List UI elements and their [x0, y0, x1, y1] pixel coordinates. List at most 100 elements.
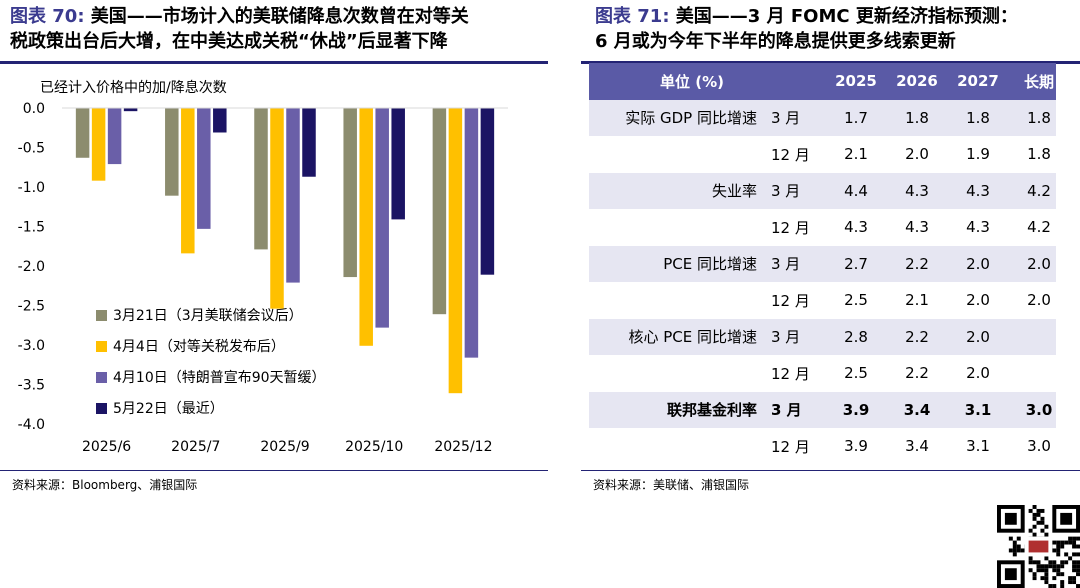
row-label: 实际 GDP 同比增速: [625, 109, 757, 128]
table-cell: 2.0: [1027, 291, 1051, 310]
bar: [181, 108, 195, 254]
row-month: 12 月: [771, 364, 810, 383]
table-cell: 1.8: [966, 108, 990, 127]
table-cell: 2.0: [966, 254, 990, 273]
row-label: [589, 136, 757, 173]
row-label: 失业率: [711, 182, 757, 201]
x-tick-label: 2025/7: [171, 439, 220, 455]
table-row: 12 月 4.3 4.3 4.3 4.2: [589, 209, 1056, 246]
y-axis-label: 已经计入价格中的加/降息次数: [40, 79, 227, 96]
bar: [464, 108, 479, 358]
right-title-line1: 美国——3 月 FOMC 更新经济指标预测：: [675, 6, 1018, 27]
table-header-row: 单位 (%) 2025 2026 2027 长期: [589, 63, 1056, 100]
y-tick-label: -3.0: [18, 338, 45, 354]
bar: [254, 108, 268, 250]
table-row: 实际 GDP 同比增速 3 月 1.7 1.8 1.8 1.8: [589, 99, 1056, 136]
left-title: 图表 70: 美国——市场计入的美联储降息次数曾在对等关 税政策出台后大增，在中…: [10, 4, 469, 54]
legend-swatch: [96, 403, 107, 414]
right-title: 图表 71: 美国——3 月 FOMC 更新经济指标预测： 6 月或为今年下半年…: [595, 4, 1018, 54]
row-month: 3 月: [771, 401, 802, 420]
table-cell: 1.7: [844, 108, 868, 127]
row-label: 联邦基金利率: [666, 401, 757, 420]
bar: [391, 108, 405, 220]
header-unit: 单位 (%): [660, 72, 724, 91]
left-title-line1: 美国——市场计入的美联储降息次数曾在对等关: [90, 6, 469, 27]
left-title-line2: 税政策出台后大增，在中美达成关税“休战”后显著下降: [10, 31, 448, 52]
table-cell: 3.1: [964, 400, 992, 419]
table-row: 12 月 2.5 2.2 2.0: [589, 355, 1056, 392]
left-source-rule: [0, 470, 548, 471]
header-2025: 2025: [835, 72, 877, 91]
row-label: 核心 PCE 同比增速: [628, 328, 757, 347]
left-fig-label: 图表 70:: [10, 6, 85, 27]
table-cell: 4.3: [905, 218, 929, 237]
table-cell: 4.3: [844, 218, 868, 237]
bar: [107, 108, 122, 165]
row-month: 12 月: [771, 437, 810, 456]
row-month: 3 月: [771, 328, 801, 347]
table-cell: 3.9: [844, 437, 868, 456]
row-label: [589, 209, 757, 246]
table-cell: 2.1: [905, 291, 929, 310]
bar-chart: 已经计入价格中的加/降息次数 0.0 -0.5 -1.0 -1.5 -2.0 -2.5 -3.…: [18, 79, 508, 455]
bar: [270, 108, 284, 309]
table-cell: 2.8: [844, 327, 868, 346]
row-label: [589, 355, 757, 392]
legend-swatch: [96, 372, 107, 383]
row-month: 3 月: [771, 109, 801, 128]
bar: [75, 108, 90, 158]
left-source: 资料来源：Bloomberg、浦银国际: [12, 478, 198, 492]
row-label: [589, 428, 757, 465]
y-tick-label: -2.0: [18, 259, 45, 275]
right-source-rule: [581, 470, 1080, 471]
table-cell: 1.8: [905, 108, 929, 127]
row-month: 12 月: [771, 218, 810, 237]
left-title-rule: [0, 61, 548, 64]
left-figure: 图表 70: 美国——市场计入的美联储降息次数曾在对等关 税政策出台后大增，在中…: [0, 0, 548, 500]
table-cell: 2.2: [905, 327, 929, 346]
right-title-line2: 6 月或为今年下半年的降息提供更多线索更新: [595, 31, 956, 52]
table-cell: 4.3: [905, 181, 929, 200]
x-tick-label: 2025/6: [82, 439, 131, 455]
row-label: PCE 同比增速: [663, 255, 757, 274]
table-row: 失业率 3 月 4.4 4.3 4.3 4.2: [589, 172, 1056, 209]
table-cell: 1.8: [1027, 145, 1051, 164]
bar: [375, 108, 389, 328]
table-cell: 2.0: [1027, 254, 1051, 273]
table-cell: 2.5: [844, 291, 868, 310]
bar: [343, 108, 357, 278]
y-tick-label: -2.5: [18, 299, 45, 315]
table-cell: 3.4: [905, 437, 929, 456]
fomc-projection-table: 单位 (%) 2025 2026 2027 长期 实际 GDP 同比增速 3 月 1…: [589, 63, 1056, 465]
legend-swatch: [96, 310, 107, 321]
legend-swatch: [96, 341, 107, 352]
table-cell: 3.0: [1025, 400, 1053, 419]
table-cell: 3.9: [842, 400, 870, 419]
table-cell: 2.2: [905, 364, 929, 383]
table-cell: 4.2: [1027, 181, 1051, 200]
table-row: PCE 同比增速 3 月 2.7 2.2 2.0 2.0: [589, 245, 1056, 282]
right-title-rule: [581, 61, 1080, 64]
table-cell: 2.0: [966, 364, 990, 383]
header-longrun: 长期: [1023, 72, 1054, 91]
bar: [197, 108, 211, 229]
table-cell: [1014, 319, 1064, 356]
y-tick-label: 0.0: [23, 101, 45, 117]
legend-label: 4月10日（特朗普宣布90天暂缓）: [113, 370, 326, 386]
table-cell: 4.3: [966, 218, 990, 237]
legend-label: 5月22日（最近）: [113, 401, 224, 417]
bar: [123, 108, 138, 112]
row-month: 3 月: [771, 255, 801, 274]
table-cell: 3.0: [1027, 437, 1051, 456]
row-month: 12 月: [771, 291, 810, 310]
table-cell: 1.8: [1027, 108, 1051, 127]
table-cell: [1014, 355, 1064, 392]
table-cell: 3.4: [903, 400, 931, 419]
table-cell: 4.3: [966, 181, 990, 200]
row-label: [589, 282, 757, 319]
table-cell: 4.2: [1027, 218, 1051, 237]
qr-code-icon: [997, 505, 1080, 588]
legend-label: 3月21日（3月美联储会议后）: [113, 308, 303, 324]
table-cell: 2.0: [966, 327, 990, 346]
table-cell: 3.1: [966, 437, 990, 456]
